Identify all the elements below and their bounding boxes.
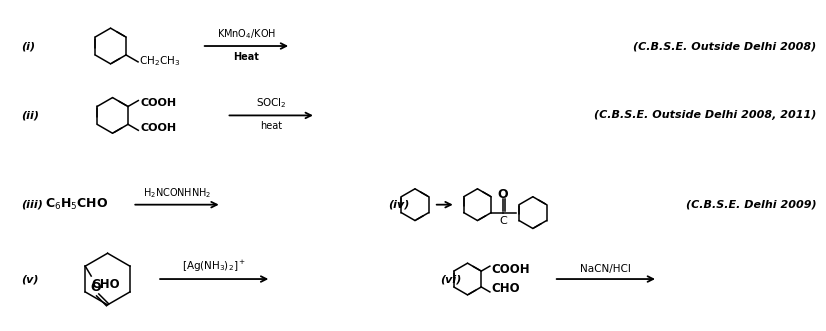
Text: Heat: Heat bbox=[234, 52, 259, 62]
Text: COOH: COOH bbox=[491, 262, 530, 276]
Text: (i): (i) bbox=[21, 41, 36, 51]
Text: O: O bbox=[498, 188, 509, 201]
Text: H$_2$NCONHNH$_2$: H$_2$NCONHNH$_2$ bbox=[143, 186, 211, 200]
Text: C$_6$H$_5$CHO: C$_6$H$_5$CHO bbox=[45, 197, 108, 212]
Text: SOCl$_2$: SOCl$_2$ bbox=[256, 97, 287, 111]
Text: COOH: COOH bbox=[140, 123, 177, 133]
Text: [Ag(NH$_3$)$_2$]$^+$: [Ag(NH$_3$)$_2$]$^+$ bbox=[183, 259, 246, 274]
Text: COOH: COOH bbox=[140, 98, 177, 108]
Text: CHO: CHO bbox=[91, 278, 120, 291]
Text: CHO: CHO bbox=[491, 282, 520, 296]
Text: (v): (v) bbox=[21, 274, 39, 284]
Text: O: O bbox=[90, 281, 101, 295]
Text: (iv): (iv) bbox=[388, 200, 410, 210]
Text: C: C bbox=[499, 215, 507, 225]
Text: (C.B.S.E. Outside Delhi 2008): (C.B.S.E. Outside Delhi 2008) bbox=[634, 41, 817, 51]
Text: KMnO$_4$/KOH: KMnO$_4$/KOH bbox=[217, 27, 276, 41]
Text: CH$_2$CH$_3$: CH$_2$CH$_3$ bbox=[139, 54, 180, 68]
Text: NaCN/HCl: NaCN/HCl bbox=[581, 264, 631, 274]
Text: (vi): (vi) bbox=[439, 274, 461, 284]
Text: (C.B.S.E. Delhi 2009): (C.B.S.E. Delhi 2009) bbox=[686, 200, 817, 210]
Text: (C.B.S.E. Outside Delhi 2008, 2011): (C.B.S.E. Outside Delhi 2008, 2011) bbox=[594, 111, 817, 120]
Text: heat: heat bbox=[260, 121, 282, 131]
Text: (ii): (ii) bbox=[21, 111, 40, 120]
Text: (iii): (iii) bbox=[21, 200, 43, 210]
